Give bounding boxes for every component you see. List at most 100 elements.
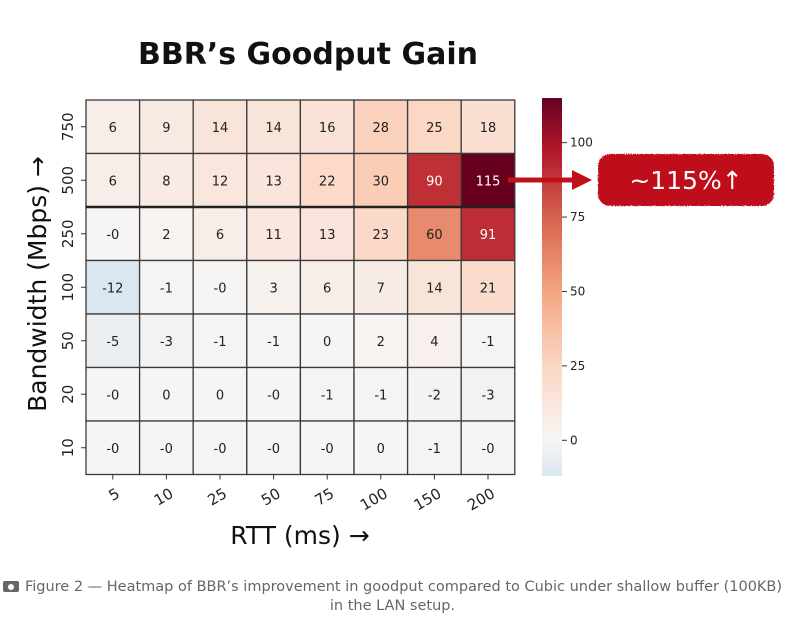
heatmap-cell xyxy=(138,206,194,262)
y-axis-ticks: 750 500 250 100 50 20 10 xyxy=(59,112,86,457)
cell-label: -0 xyxy=(106,442,119,457)
y-tick-label: 20 xyxy=(59,385,77,404)
colorbar-tick-label: 100 xyxy=(570,136,593,150)
heatmap-cell xyxy=(85,420,141,476)
cell-label: 8 xyxy=(162,174,170,189)
heatmap-cell xyxy=(192,420,248,476)
heatmap-cell xyxy=(460,420,516,476)
colorbar-tick-label: 25 xyxy=(570,359,585,373)
heatmap-cell xyxy=(138,152,194,208)
heatmap-cell xyxy=(138,420,194,476)
cell-label: 0 xyxy=(216,388,224,403)
cell-label: -1 xyxy=(160,281,173,296)
cell-label: -1 xyxy=(482,335,495,350)
x-tick-label: 25 xyxy=(204,484,230,509)
x-tick-label: 10 xyxy=(151,484,177,509)
heatmap-chart: BBR’s Goodput Gain 6 9 14 14 16 28 25 186 8 12 13 2… xyxy=(23,37,774,550)
y-tick-label: 50 xyxy=(59,331,77,350)
cell-label: 14 xyxy=(426,281,443,296)
heatmap-cell xyxy=(246,313,302,369)
cell-label: 4 xyxy=(430,335,438,350)
cell-label: 23 xyxy=(373,228,390,243)
cell-label: -0 xyxy=(106,388,119,403)
cell-label: 11 xyxy=(265,228,282,243)
heatmap-cell xyxy=(406,366,462,422)
cell-label: -12 xyxy=(102,281,123,296)
caption-text: Figure 2 — Heatmap of BBR’s improvement … xyxy=(24,579,783,614)
colorbar-tick-label: 75 xyxy=(570,210,585,224)
x-tick-label: 150 xyxy=(411,484,445,514)
cell-label: -0 xyxy=(214,281,227,296)
cell-label: 6 xyxy=(216,228,224,243)
cell-label: -1 xyxy=(267,335,280,350)
heatmap-cell xyxy=(192,259,248,315)
callout-badge xyxy=(598,154,774,206)
cell-label: 6 xyxy=(323,281,331,296)
heatmap-cell xyxy=(460,366,516,422)
cell-label: 0 xyxy=(162,388,170,403)
y-tick-label: 100 xyxy=(59,273,77,302)
x-tick-label: 100 xyxy=(357,484,391,514)
heatmap-cell xyxy=(299,420,355,476)
x-tick-label: 50 xyxy=(258,484,284,509)
cell-label: 14 xyxy=(265,121,282,136)
cell-label: -5 xyxy=(106,335,119,350)
x-axis-ticks: 5 10 25 50 75 100 150 200 xyxy=(106,474,498,514)
cell-label: 25 xyxy=(426,121,443,136)
cell-label: 0 xyxy=(323,335,331,350)
heatmap-cell xyxy=(406,420,462,476)
heatmap-cell xyxy=(138,99,194,155)
cell-label: 3 xyxy=(269,281,277,296)
heatmap-cell xyxy=(246,206,302,262)
x-tick-label: 200 xyxy=(464,484,498,514)
y-tick-label: 10 xyxy=(59,438,77,457)
cell-label: -0 xyxy=(482,442,495,457)
cell-label: 115 xyxy=(476,174,501,189)
cell-label: -1 xyxy=(374,388,387,403)
callout-text: ~115%↑ xyxy=(629,166,742,195)
y-axis-label: Bandwidth (Mbps) → xyxy=(23,156,52,412)
heatmap-cell xyxy=(353,420,409,476)
colorbar-tick-label: 50 xyxy=(570,284,585,298)
cell-label: 2 xyxy=(162,228,170,243)
cell-label: 90 xyxy=(426,174,443,189)
cell-label: 18 xyxy=(480,121,497,136)
cell-label: 13 xyxy=(265,174,282,189)
cell-label: -0 xyxy=(321,442,334,457)
cell-label: 2 xyxy=(377,335,385,350)
cell-label: -3 xyxy=(482,388,495,403)
heatmap-cell xyxy=(246,152,302,208)
colorbar-ticks: 0 25 50 75 100 xyxy=(562,136,593,447)
cell-label: -2 xyxy=(428,388,441,403)
y-tick-label: 500 xyxy=(59,166,77,195)
x-tick-label: 75 xyxy=(312,484,338,509)
heatmap-cell xyxy=(353,99,409,155)
heatmap-cells: 6 9 14 14 16 28 25 186 8 12 13 22 30 90 115-0 2 6 11 13 23 6… xyxy=(85,99,516,476)
y-tick-label: 250 xyxy=(59,219,77,248)
heatmap-cell xyxy=(406,259,462,315)
cell-label: 9 xyxy=(162,121,170,136)
heatmap-cell xyxy=(299,206,355,262)
cell-label: 30 xyxy=(373,174,390,189)
cell-label: 91 xyxy=(480,228,497,243)
heatmap-cell xyxy=(299,259,355,315)
colorbar xyxy=(542,98,562,476)
heatmap-cell xyxy=(406,206,462,262)
cell-label: -3 xyxy=(160,335,173,350)
heatmap-cell xyxy=(353,366,409,422)
heatmap-cell xyxy=(460,99,516,155)
cell-label: 0 xyxy=(377,442,385,457)
cell-label: -0 xyxy=(160,442,173,457)
cell-label: 13 xyxy=(319,228,336,243)
x-tick-label: 5 xyxy=(106,484,123,504)
heatmap-cell xyxy=(460,206,516,262)
cell-label: 60 xyxy=(426,228,443,243)
heatmap-cell xyxy=(192,206,248,262)
heatmap-cell xyxy=(192,366,248,422)
cell-label: -0 xyxy=(106,228,119,243)
cell-label: 6 xyxy=(109,121,117,136)
heatmap-cell xyxy=(246,259,302,315)
heatmap-cell xyxy=(299,313,355,369)
heatmap-cell xyxy=(353,152,409,208)
cell-label: 22 xyxy=(319,174,336,189)
